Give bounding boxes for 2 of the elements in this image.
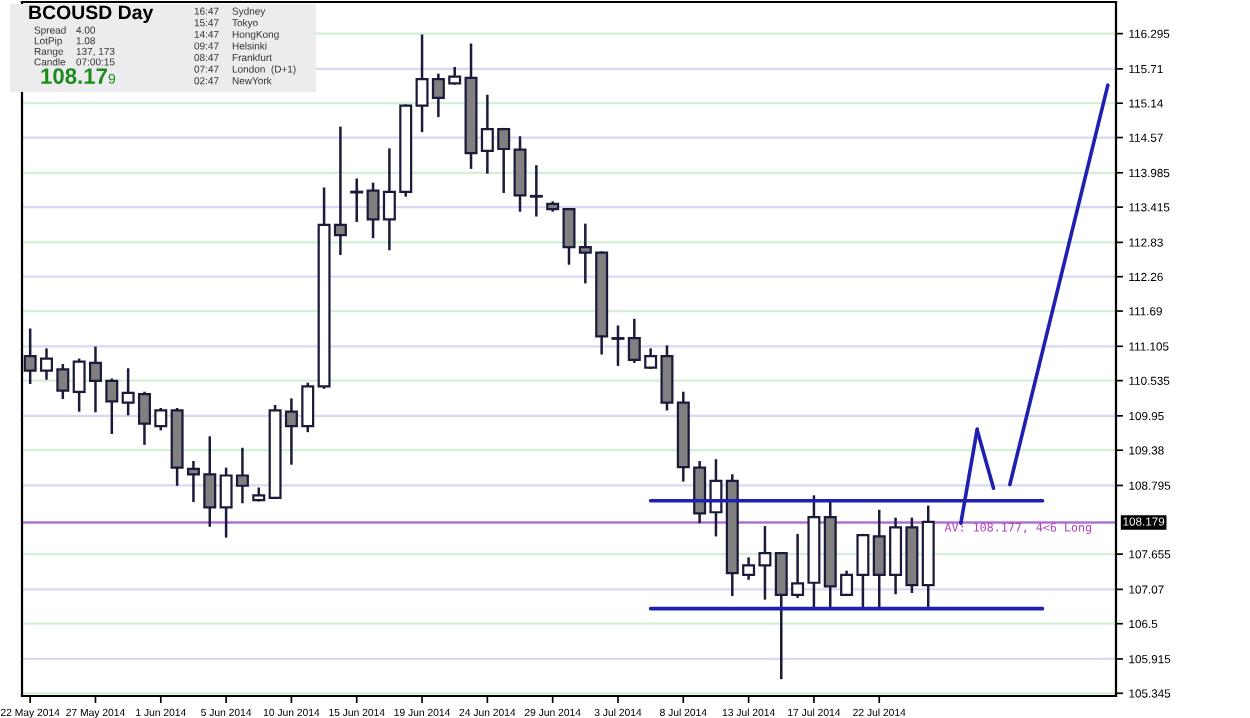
annotation: 108.17	[41, 68, 107, 84]
chart-title: BCOUSD Day	[29, 5, 154, 24]
